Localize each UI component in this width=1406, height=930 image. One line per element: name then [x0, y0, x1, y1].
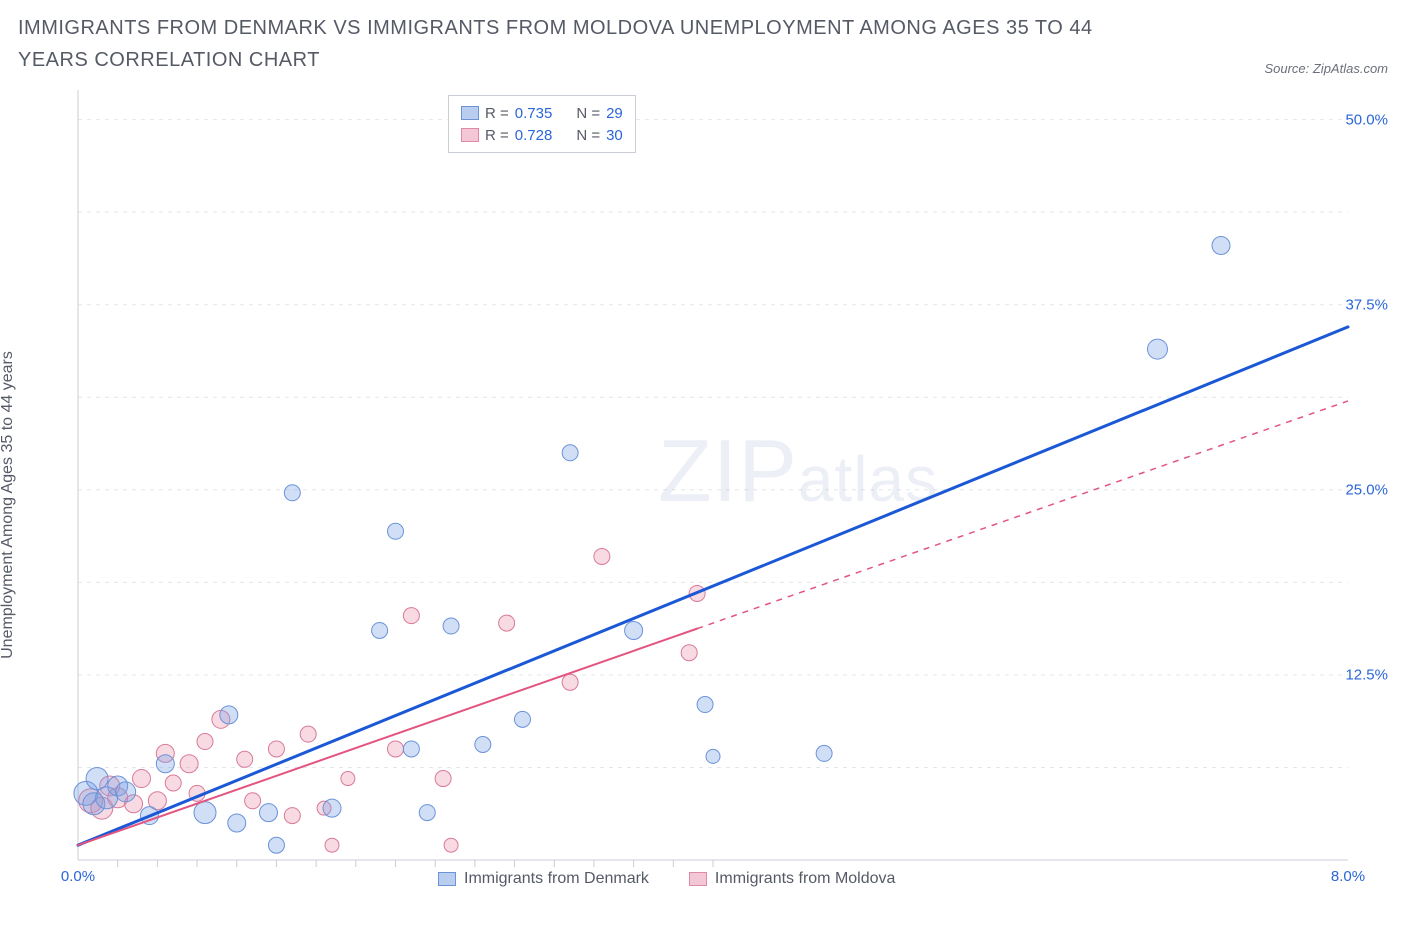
y-axis-label: Unemployment Among Ages 35 to 44 years — [0, 351, 17, 659]
chart-container: Unemployment Among Ages 35 to 44 years Z… — [18, 90, 1388, 920]
y-tick-label: 25.0% — [1345, 481, 1388, 498]
header: IMMIGRANTS FROM DENMARK VS IMMIGRANTS FR… — [0, 0, 1406, 76]
series-legend: Immigrants from Denmark Immigrants from M… — [438, 870, 895, 888]
stat-label-n: N = — [576, 127, 600, 144]
stat-value-n: 29 — [606, 105, 623, 122]
x-tick-label: 0.0% — [61, 868, 95, 885]
series-name: Immigrants from Moldova — [715, 870, 896, 888]
legend-swatch — [438, 872, 456, 886]
y-tick-label: 37.5% — [1345, 296, 1388, 313]
series-legend-item: Immigrants from Denmark — [438, 870, 649, 888]
x-tick-label: 8.0% — [1331, 868, 1365, 885]
stat-value-n: 30 — [606, 127, 623, 144]
y-tick-label: 12.5% — [1345, 666, 1388, 683]
series-name: Immigrants from Denmark — [464, 870, 649, 888]
stats-legend: R = 0.735 N = 29 R = 0.728 N = 30 — [448, 95, 636, 153]
legend-swatch — [689, 872, 707, 886]
stat-label-r: R = — [485, 105, 509, 122]
stat-value-r: 0.728 — [515, 127, 553, 144]
chart-title: IMMIGRANTS FROM DENMARK VS IMMIGRANTS FR… — [18, 12, 1138, 76]
source-attribution: Source: ZipAtlas.com — [1264, 61, 1388, 76]
legend-swatch — [461, 128, 479, 142]
legend-swatch — [461, 106, 479, 120]
stat-label-r: R = — [485, 127, 509, 144]
stats-legend-row: R = 0.735 N = 29 — [461, 102, 623, 124]
stats-legend-row: R = 0.728 N = 30 — [461, 124, 623, 146]
scatter-plot — [18, 90, 1388, 900]
y-tick-label: 50.0% — [1345, 111, 1388, 128]
series-legend-item: Immigrants from Moldova — [689, 870, 896, 888]
stat-value-r: 0.735 — [515, 105, 553, 122]
stat-label-n: N = — [576, 105, 600, 122]
